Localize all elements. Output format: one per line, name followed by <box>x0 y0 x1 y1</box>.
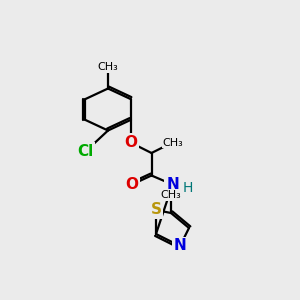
Text: CH₃: CH₃ <box>162 137 183 148</box>
Text: O: O <box>124 135 137 150</box>
Text: H: H <box>182 181 193 194</box>
Text: CH₃: CH₃ <box>160 190 182 200</box>
Text: N: N <box>166 177 179 192</box>
Text: CH₃: CH₃ <box>98 62 118 73</box>
Text: Cl: Cl <box>77 144 94 159</box>
Text: O: O <box>125 177 139 192</box>
Text: S: S <box>151 202 161 217</box>
Text: N: N <box>174 238 186 253</box>
